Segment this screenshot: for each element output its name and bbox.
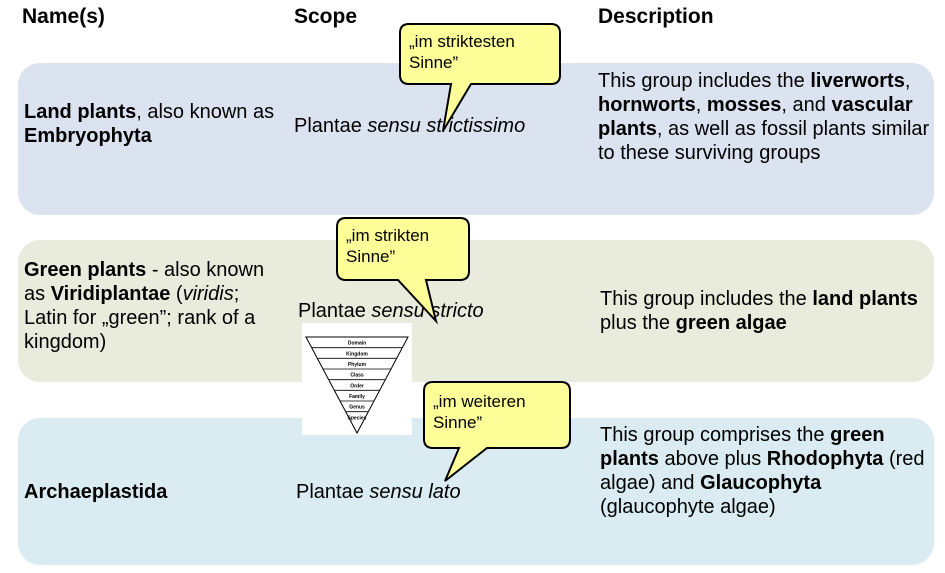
speech-bubble-text: „im weiteren Sinne” bbox=[433, 392, 526, 432]
header-description: Description bbox=[598, 5, 714, 28]
pyramid-level-label: Genus bbox=[349, 405, 365, 411]
speech-bubble-text: „im striktesten Sinne” bbox=[409, 32, 515, 72]
row-scope-green-plants: Plantae sensu stricto bbox=[298, 300, 484, 322]
pyramid-level-label: Domain bbox=[348, 341, 366, 347]
row-description-land-plants: This group includes the liverworts, horn… bbox=[598, 70, 930, 164]
pyramid-level-label: Species bbox=[348, 415, 367, 421]
taxonomic-rank-pyramid: Domain Kingdom Phylum Class Order Family Genus… bbox=[302, 323, 412, 435]
speech-bubble-text: „im strikten Sinne” bbox=[346, 226, 430, 266]
pyramid-svg: Domain Kingdom Phylum Class Order Family Genus… bbox=[305, 336, 409, 435]
pyramid-level-label: Kingdom bbox=[346, 351, 368, 357]
row-name-archaeplastida: Archaeplastida bbox=[24, 481, 168, 503]
row-description-green-plants: This group includes the land plants plus… bbox=[600, 288, 918, 334]
pyramid-level-label: Order bbox=[350, 383, 364, 389]
header-names: Name(s) bbox=[22, 5, 105, 28]
speech-bubble-lato: „im weiteren Sinne” bbox=[423, 381, 571, 482]
row-description-archaeplastida: This group comprises the green plants ab… bbox=[600, 424, 925, 518]
row-band-land-plants bbox=[18, 63, 934, 215]
pyramid-level-label: Class bbox=[350, 373, 364, 379]
row-name-land-plants: Land plants, also known as Embryophyta bbox=[24, 101, 275, 147]
speech-bubble-stricto: „im strikten Sinne” bbox=[336, 217, 470, 325]
speech-bubble-shape bbox=[336, 217, 470, 325]
speech-bubble-strictissimo: „im striktesten Sinne” bbox=[399, 23, 561, 132]
speech-bubble-shape bbox=[423, 381, 571, 482]
row-scope-archaeplastida: Plantae sensu lato bbox=[296, 481, 461, 503]
speech-bubble-shape bbox=[399, 23, 561, 132]
pyramid-level-label: Family bbox=[349, 394, 365, 400]
pyramid-level-label: Phylum bbox=[348, 362, 367, 368]
row-band-green-plants bbox=[18, 240, 934, 382]
row-name-green-plants: Green plants - also known as Viridiplant… bbox=[24, 259, 265, 353]
pyramid-outline bbox=[305, 336, 409, 435]
header-scope: Scope bbox=[294, 5, 358, 28]
